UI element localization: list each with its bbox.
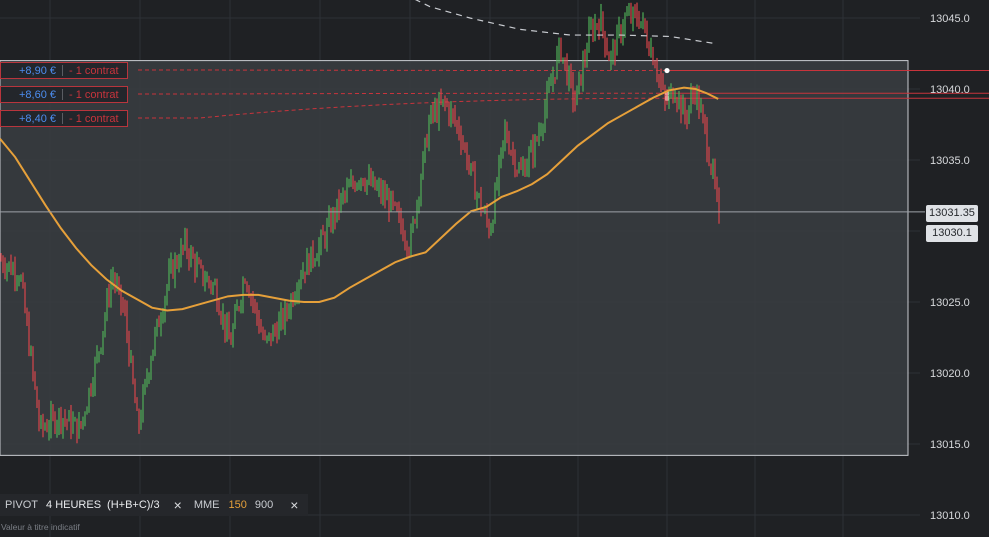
price-axis: 13045.0 13040.0 13035.0 13025.0 13020.0 13015… <box>930 13 970 522</box>
order-separator <box>62 113 64 124</box>
order-dashed-link <box>138 97 668 119</box>
order-separator <box>62 89 64 100</box>
order-quantity: - 1 contrat <box>69 112 119 125</box>
ema-slow-dashed-line <box>414 0 716 45</box>
price-axis-tick: 13045.0 <box>930 13 970 25</box>
order-tag-3[interactable]: +8,40 € - 1 contrat <box>0 110 128 127</box>
mme-fast-period[interactable]: 150 <box>228 499 247 511</box>
order-tag-1[interactable]: +8,90 € - 1 contrat <box>0 62 128 79</box>
pivot-period[interactable]: 4 HEURES <box>46 499 102 511</box>
mme-label: MME <box>193 499 220 511</box>
order-quantity: - 1 contrat <box>69 64 119 77</box>
last-price-tag: 13030.1 <box>926 225 978 242</box>
order-dashed-link <box>138 69 668 72</box>
pivot-label: PIVOT <box>5 499 39 511</box>
order-profit: +8,40 € <box>19 112 57 125</box>
indicator-legend: PIVOT 4 HEURES (H+B+C)/3 × MME 150 900 × <box>0 494 309 516</box>
order-quantity: - 1 contrat <box>69 88 119 101</box>
price-axis-tick: 13040.0 <box>930 84 970 96</box>
pivot-formula: (H+B+C)/3 <box>107 499 160 511</box>
order-separator <box>62 65 64 76</box>
remove-mme-close-icon[interactable]: × <box>290 497 299 513</box>
disclaimer: Valeur à titre indicatif <box>1 522 80 532</box>
order-profit: +8,90 € <box>19 64 57 77</box>
order-entry-marker <box>664 67 670 74</box>
price-axis-tick: 13020.0 <box>930 368 970 380</box>
order-profit: +8,60 € <box>19 88 57 101</box>
order-dashed-link <box>138 92 668 95</box>
remove-pivot-close-icon[interactable]: × <box>173 497 182 513</box>
price-axis-tick: 13035.0 <box>930 155 970 167</box>
price-axis-tick: 13025.0 <box>930 297 970 309</box>
order-tag-2[interactable]: +8,60 € - 1 contrat <box>0 86 128 103</box>
pivot-zone <box>0 60 909 456</box>
order-lines <box>138 67 989 119</box>
candlesticks <box>0 2 720 444</box>
ema-line <box>0 86 719 312</box>
mme-slow-period[interactable]: 900 <box>254 499 274 511</box>
price-axis-tick: 13010.0 <box>930 510 970 522</box>
price-axis-tick: 13015.0 <box>930 439 970 451</box>
current-price-tag: 13031.35 <box>926 205 978 222</box>
